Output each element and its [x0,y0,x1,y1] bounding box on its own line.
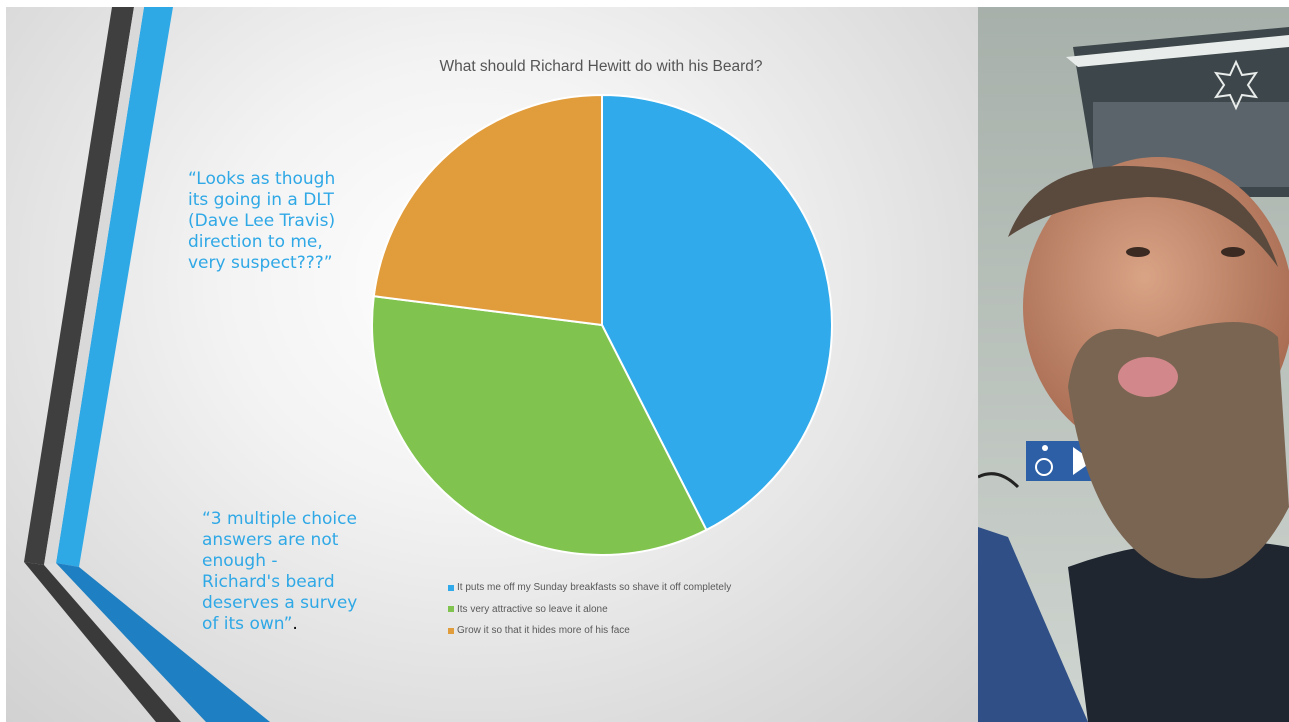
photo-hair [1008,165,1278,267]
beard-photo [978,7,1289,722]
photo-shirt [1068,540,1289,722]
legend-swatch [448,584,454,591]
blue-stripe-bottom [56,563,270,722]
photo-window-frame [1066,35,1289,67]
photo-left-shoulder [978,527,1088,722]
quote-survey-text: “3 multiple choice answers are not enoug… [202,509,358,634]
legend-label: Grow it so that it hides more of his fac… [457,625,630,637]
photo-railing [978,472,1020,489]
gap-stripe [44,7,144,565]
star-icon [1213,59,1259,111]
photo-eye-left [1126,247,1150,257]
pie-slice-2 [371,295,708,556]
dark-stripe-top [24,7,134,565]
legend-swatch [448,627,454,634]
photo-eye-right [1221,247,1245,257]
photo-illustration [978,7,1289,722]
quote-dlt: “Looks as though its going in a DLT (Dav… [188,169,336,273]
chart-legend: It puts me off my Sunday breakfasts so s… [448,577,731,642]
photo-tongue [1118,357,1178,397]
legend-label: It puts me off my Sunday breakfasts so s… [457,582,732,594]
quote-survey-period: . [292,614,298,634]
chart-title: What should Richard Hewitt do with his B… [439,58,763,75]
legend-item-3: Grow it so that it hides more of his fac… [448,620,731,642]
legend-item-2: Its very attractive so leave it alone [448,599,731,621]
decorative-stripes [24,7,270,722]
legend-item-1: It puts me off my Sunday breakfasts so s… [448,577,731,599]
dark-stripe-bottom [24,562,181,722]
blue-stripe-top [56,7,173,567]
pie-slice-3 [372,93,603,327]
slide: What should Richard Hewitt do with his B… [6,7,978,722]
quote-survey: “3 multiple choice answers are not enoug… [202,509,377,635]
legend-label: Its very attractive so leave it alone [457,603,608,615]
pie-chart [371,93,833,556]
legend-swatch [448,606,454,613]
pie-slice-1 [601,93,833,532]
